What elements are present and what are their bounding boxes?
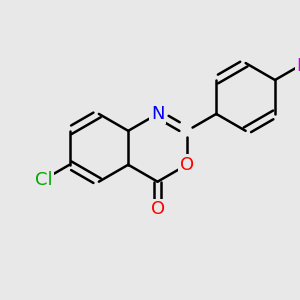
Text: I: I [296,57,300,75]
Text: O: O [180,156,194,174]
Text: O: O [151,200,165,218]
Text: N: N [151,105,164,123]
Text: Cl: Cl [35,171,52,189]
